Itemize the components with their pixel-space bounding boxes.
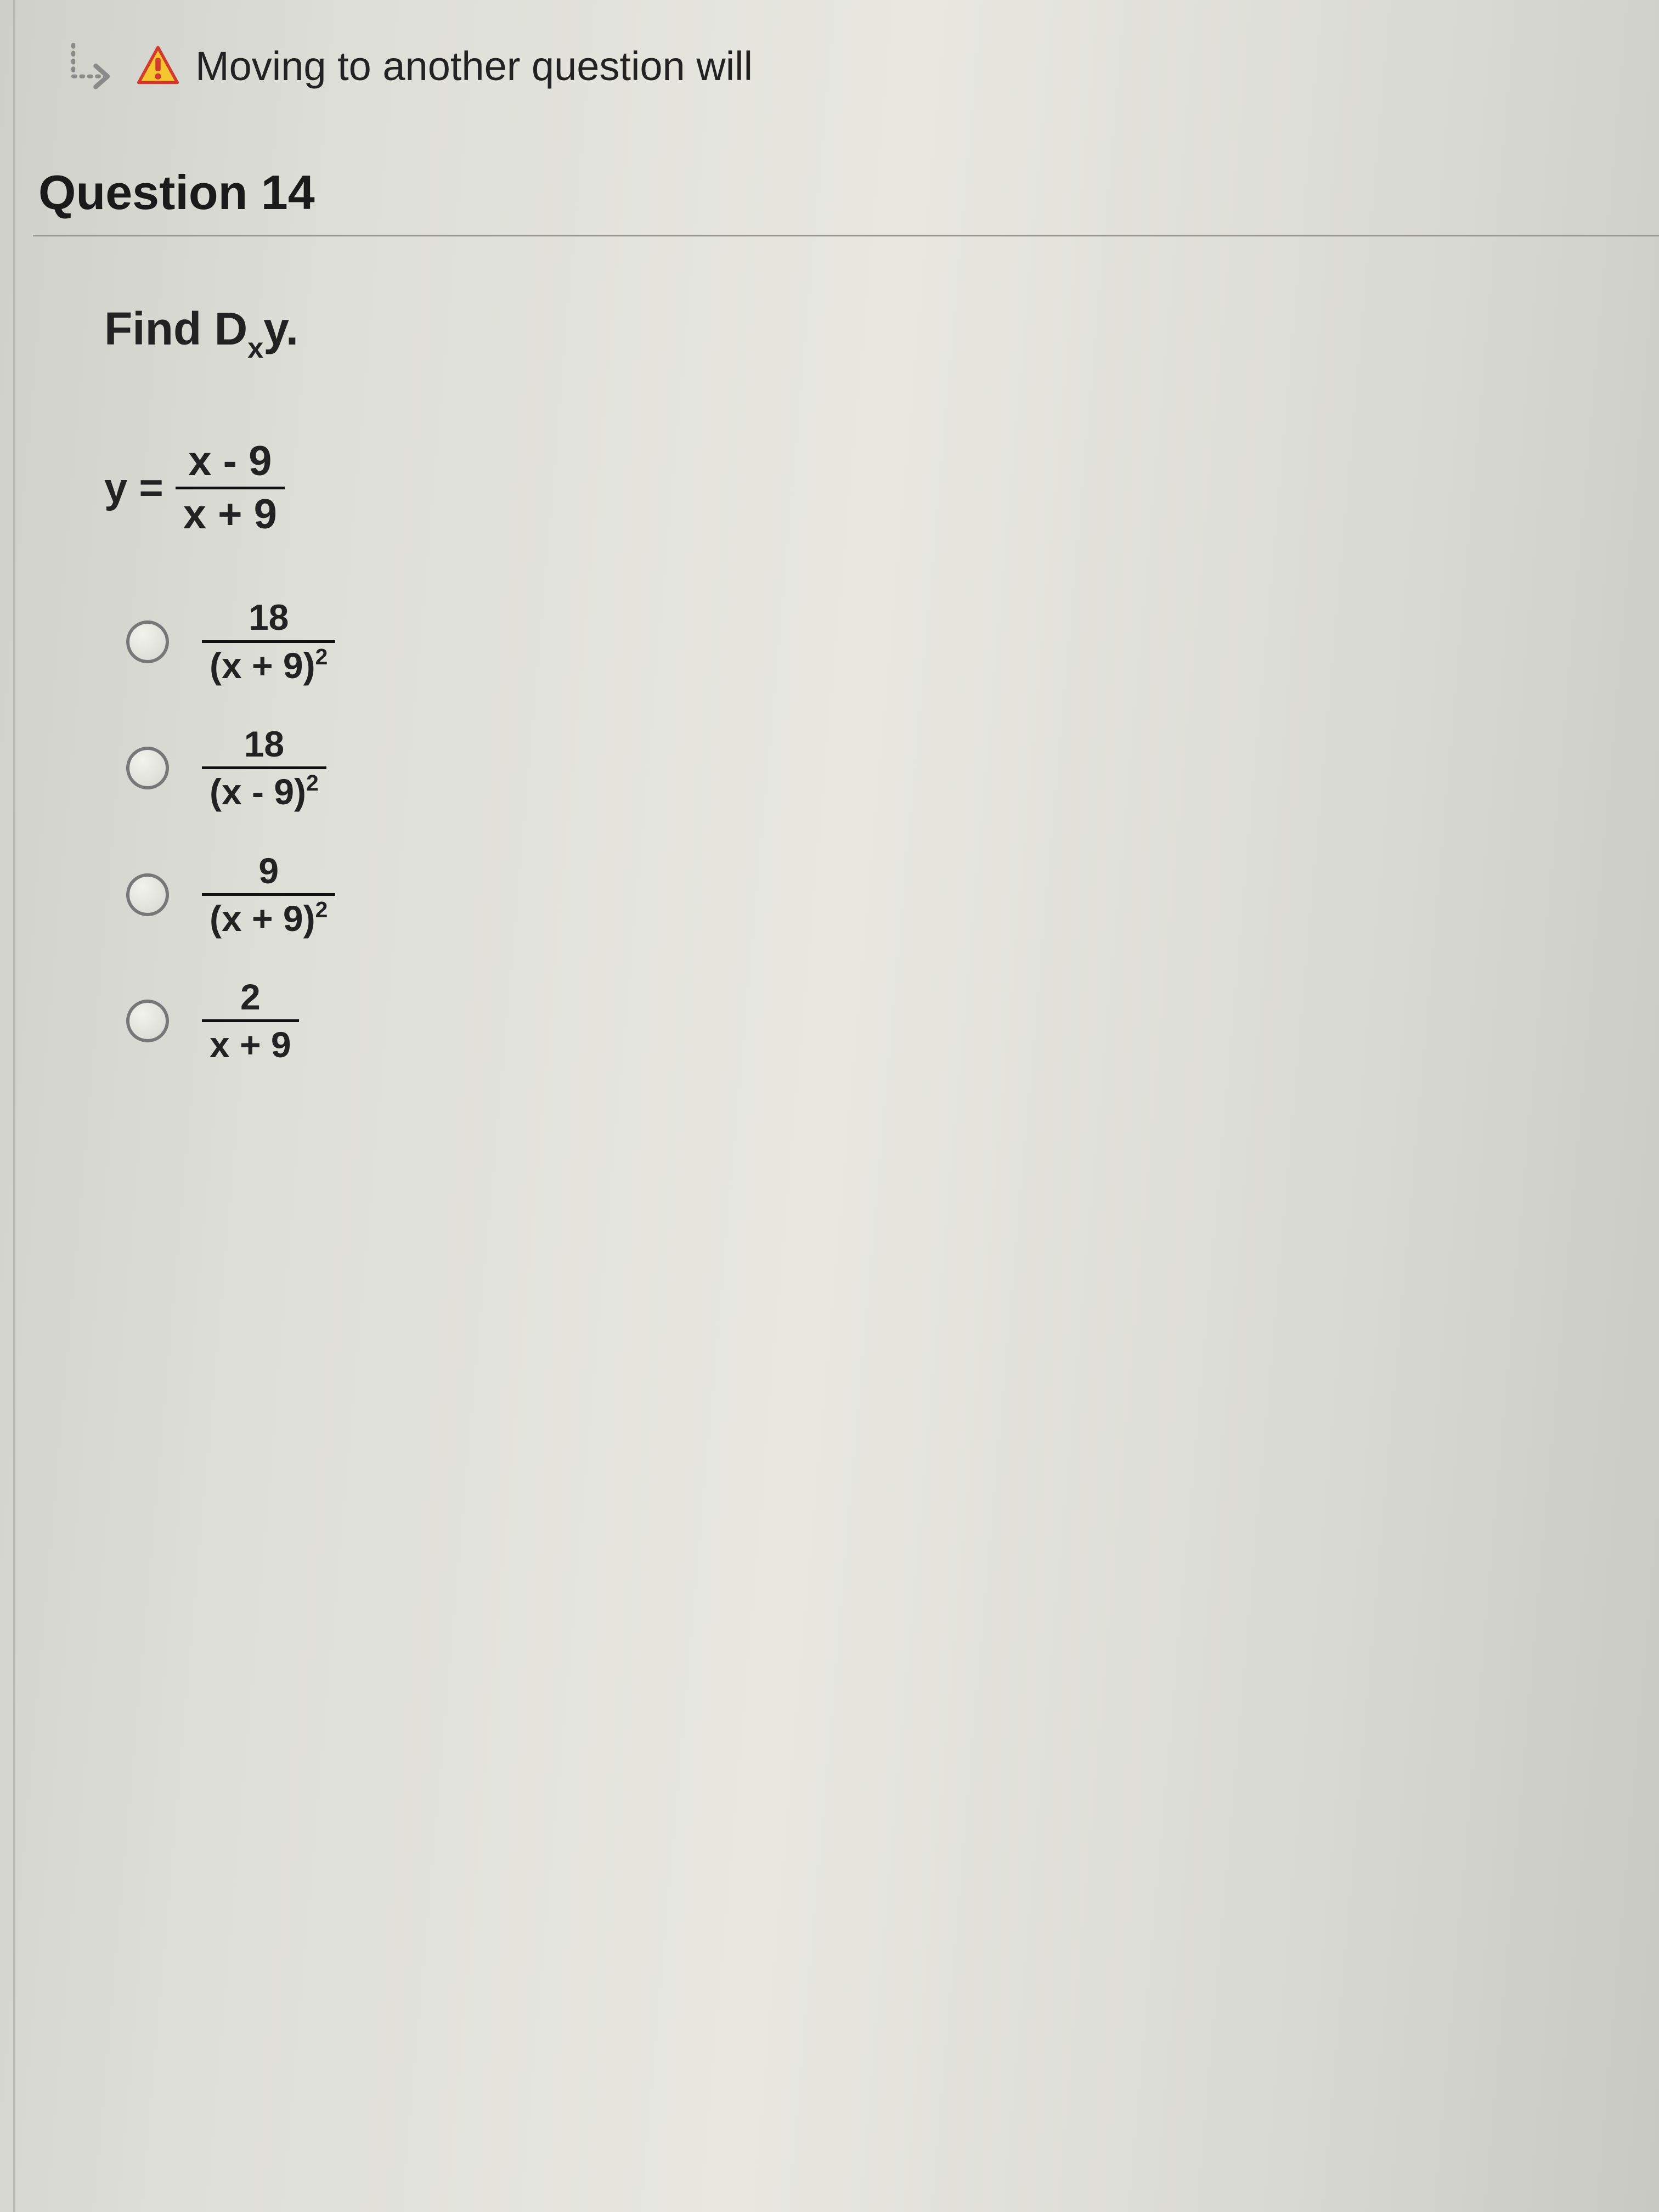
option-4[interactable]: 2 x + 9	[126, 977, 1659, 1065]
equation-fraction: x - 9 x + 9	[176, 438, 285, 538]
equation-denominator: x + 9	[176, 492, 285, 538]
option-3-numerator: 9	[251, 851, 286, 891]
option-1-denominator: (x + 9)2	[202, 645, 335, 686]
option-2-numerator: 18	[236, 724, 292, 764]
left-margin-rule	[13, 0, 15, 2212]
radio-button[interactable]	[126, 873, 169, 916]
option-1[interactable]: 18 (x + 9)2	[126, 597, 1659, 686]
fraction-bar	[202, 1019, 299, 1022]
radio-button[interactable]	[126, 747, 169, 789]
equation-numerator: x - 9	[180, 438, 279, 484]
question-body: Find Dxy. y = x - 9 x + 9 18 (x + 9)2 18…	[33, 302, 1659, 1065]
prompt-suffix: y.	[263, 303, 298, 354]
nav-return-arrow-icon[interactable]	[55, 33, 121, 99]
fraction-bar	[176, 487, 285, 489]
navigation-warning-row: Moving to another question will	[33, 33, 1659, 99]
given-equation: y = x - 9 x + 9	[104, 438, 1659, 538]
option-2[interactable]: 18 (x - 9)2	[126, 724, 1659, 812]
fraction-bar	[202, 766, 326, 769]
prompt-prefix: Find D	[104, 303, 247, 354]
option-4-denominator: x + 9	[202, 1024, 299, 1065]
option-4-numerator: 2	[233, 977, 268, 1017]
answer-options: 18 (x + 9)2 18 (x - 9)2 9 (x + 9)2	[104, 597, 1659, 1065]
option-1-fraction: 18 (x + 9)2	[202, 597, 335, 686]
option-3[interactable]: 9 (x + 9)2	[126, 851, 1659, 939]
question-prompt: Find Dxy.	[104, 302, 1659, 362]
question-heading: Question 14	[33, 165, 1659, 236]
option-4-fraction: 2 x + 9	[202, 977, 299, 1065]
radio-button[interactable]	[126, 620, 169, 663]
option-2-denominator: (x - 9)2	[202, 771, 326, 812]
radio-button[interactable]	[126, 1000, 169, 1042]
fraction-bar	[202, 640, 335, 643]
fraction-bar	[202, 893, 335, 896]
option-3-denominator: (x + 9)2	[202, 898, 335, 939]
warning-triangle-icon	[136, 44, 180, 88]
prompt-subscript: x	[247, 332, 263, 364]
option-3-fraction: 9 (x + 9)2	[202, 851, 335, 939]
option-1-numerator: 18	[241, 597, 296, 637]
warning-text: Moving to another question will	[195, 43, 753, 89]
option-2-fraction: 18 (x - 9)2	[202, 724, 326, 812]
equation-lhs: y =	[104, 464, 163, 512]
